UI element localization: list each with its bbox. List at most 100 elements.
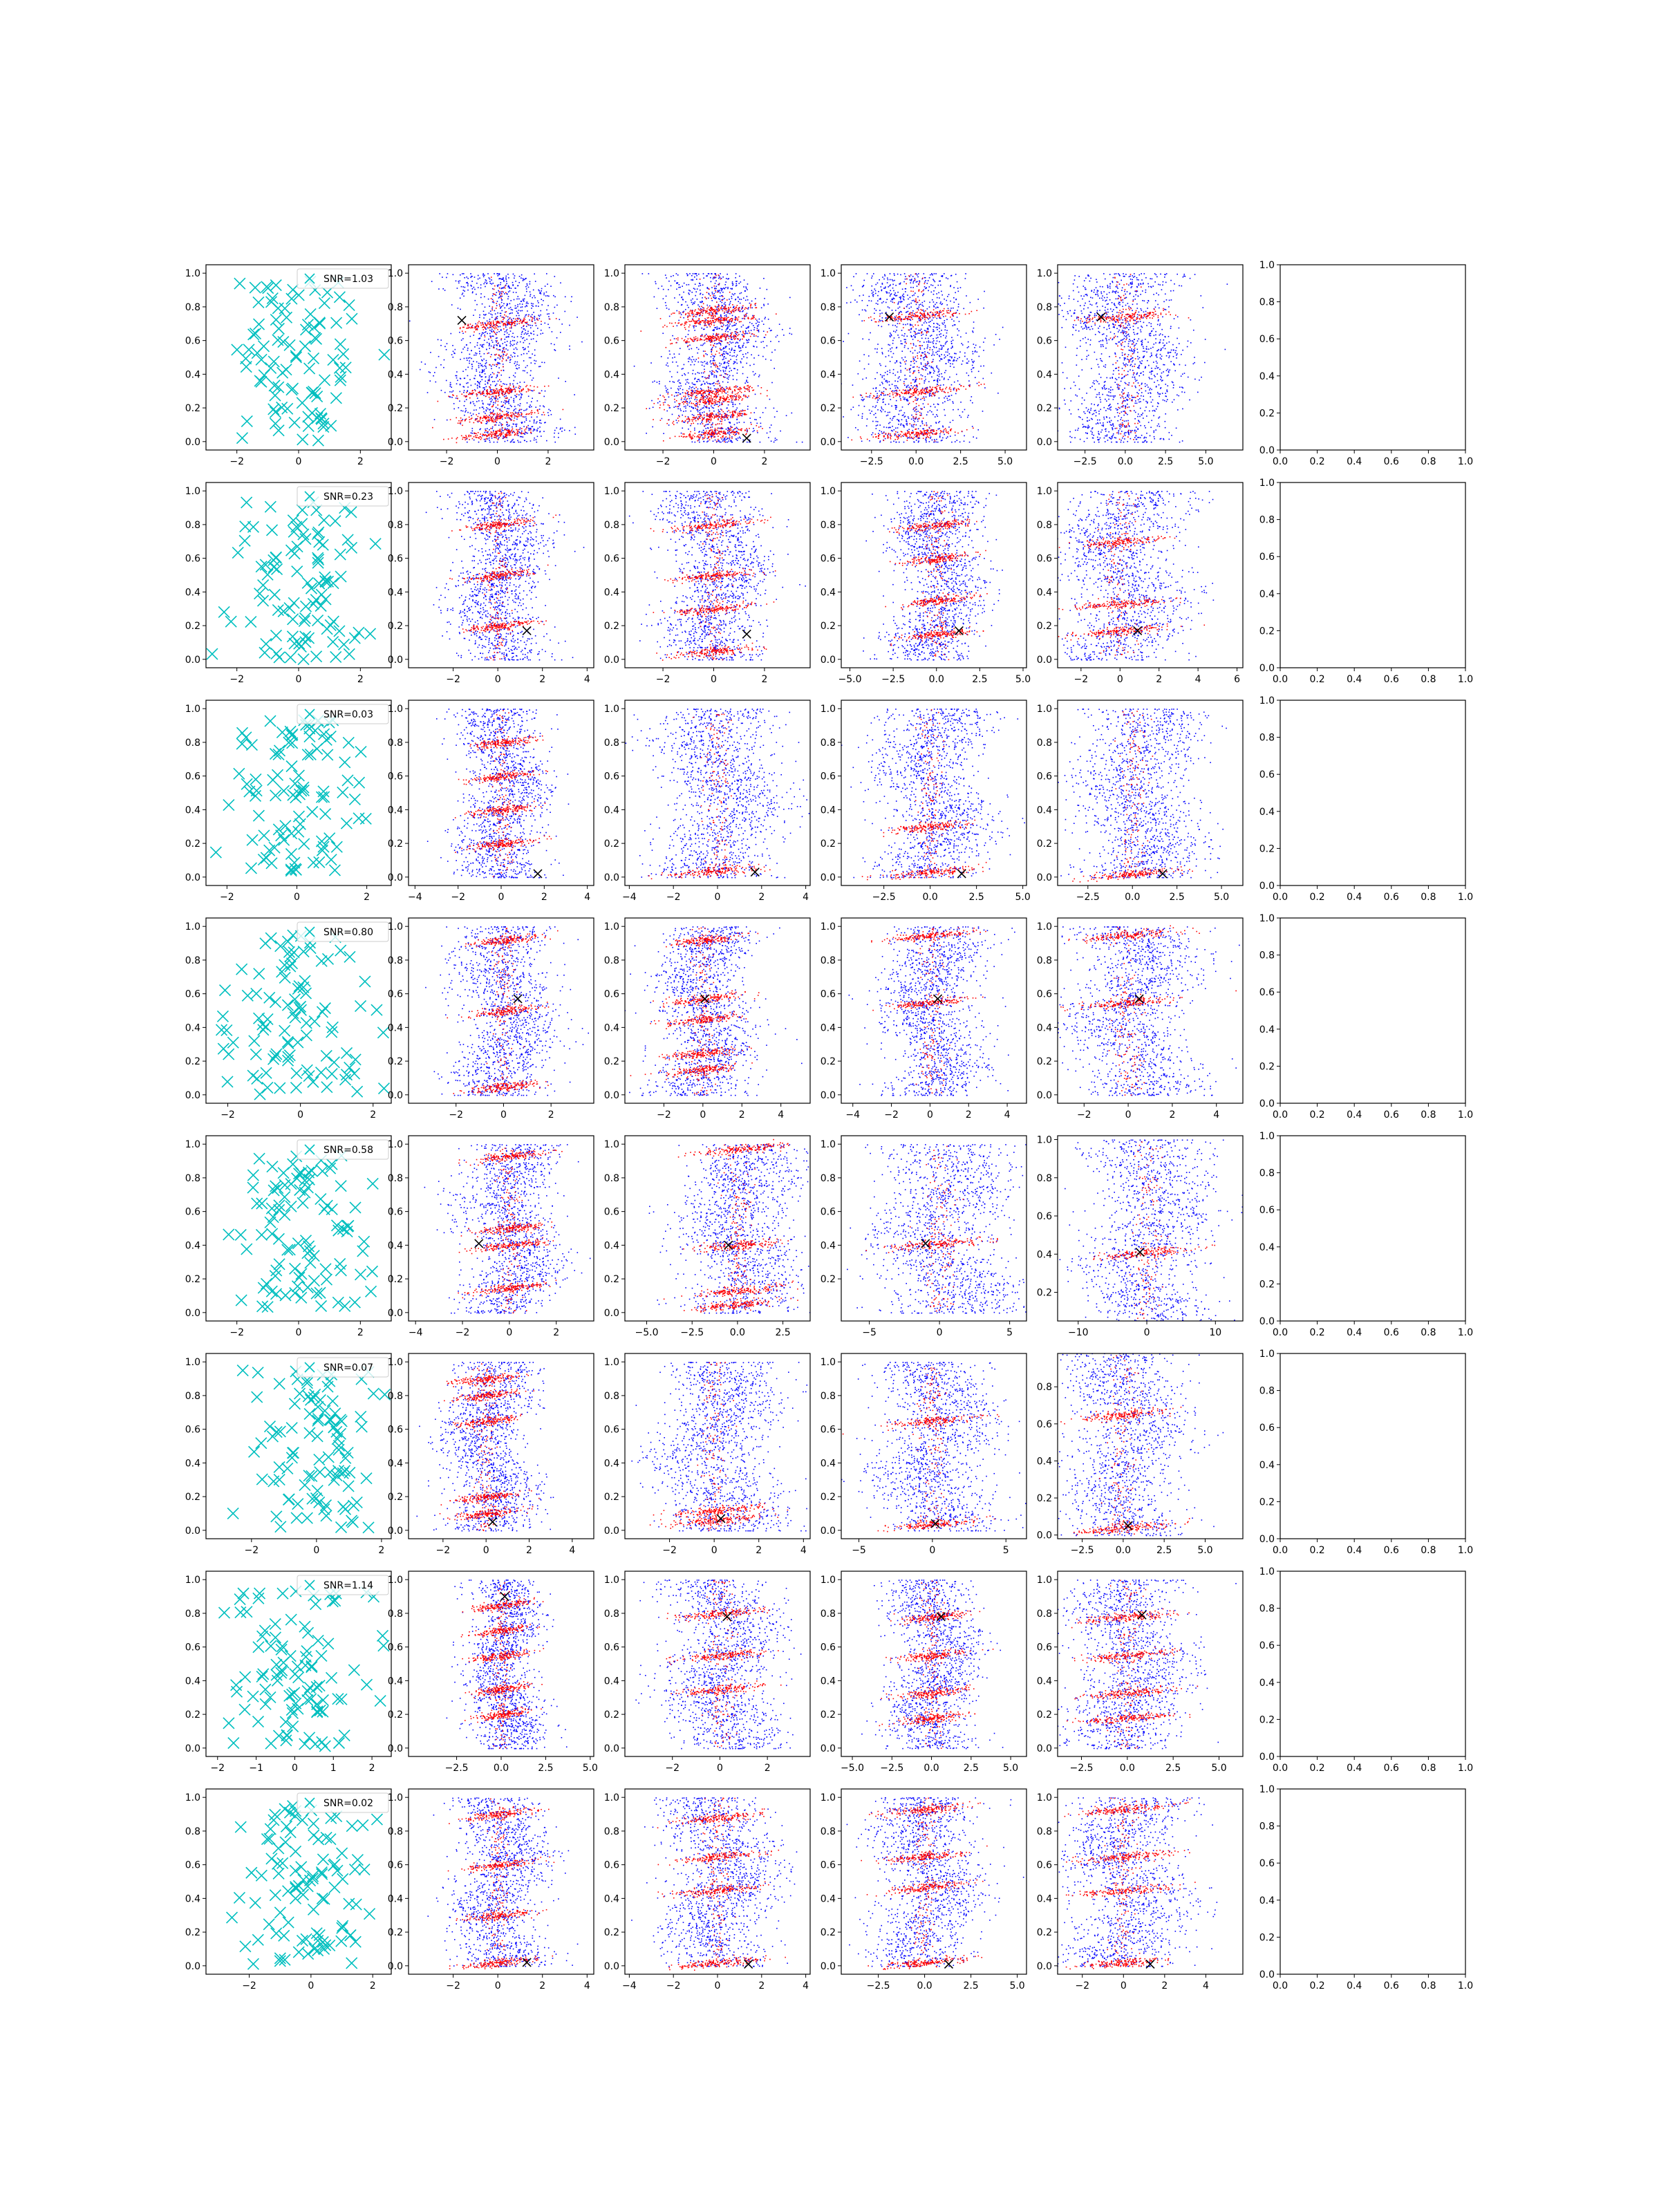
blue-point bbox=[697, 353, 698, 354]
blue-point bbox=[502, 296, 503, 297]
blue-point bbox=[453, 391, 454, 392]
red-point bbox=[478, 392, 479, 393]
blue-point bbox=[517, 362, 518, 363]
blue-point bbox=[515, 325, 516, 326]
blue-point bbox=[692, 299, 693, 300]
blue-point bbox=[706, 362, 708, 364]
blue-point bbox=[430, 372, 431, 373]
blue-point bbox=[498, 284, 500, 285]
blue-point bbox=[493, 430, 494, 431]
blue-point bbox=[713, 360, 714, 362]
red-point bbox=[485, 418, 487, 420]
blue-point bbox=[484, 297, 485, 298]
red-point bbox=[523, 433, 524, 434]
red-point bbox=[496, 321, 497, 323]
red-point bbox=[512, 412, 514, 413]
blue-point bbox=[500, 297, 502, 298]
red-point bbox=[699, 434, 700, 435]
blue-point bbox=[777, 335, 778, 337]
blue-point bbox=[513, 400, 514, 401]
red-point bbox=[494, 373, 495, 375]
red-point bbox=[716, 337, 718, 339]
blue-point bbox=[914, 411, 915, 412]
blue-point bbox=[677, 302, 679, 303]
red-point bbox=[505, 388, 506, 389]
blue-point bbox=[673, 275, 674, 276]
red-point bbox=[706, 390, 708, 391]
blue-point bbox=[703, 373, 704, 374]
blue-point bbox=[732, 315, 733, 317]
blue-point bbox=[949, 377, 950, 378]
blue-point bbox=[440, 364, 442, 366]
blue-point bbox=[727, 432, 729, 433]
blue-point bbox=[518, 412, 520, 413]
red-point bbox=[502, 427, 503, 429]
blue-point bbox=[574, 394, 575, 395]
blue-point bbox=[479, 317, 480, 318]
blue-point bbox=[976, 351, 977, 353]
blue-point bbox=[525, 286, 527, 288]
blue-point bbox=[719, 368, 720, 370]
red-point bbox=[685, 329, 686, 330]
blue-point bbox=[521, 336, 522, 337]
blue-point bbox=[463, 296, 465, 297]
red-point bbox=[688, 315, 690, 316]
red-point bbox=[696, 392, 697, 393]
red-point bbox=[534, 390, 535, 391]
y-tick-label: 0.0 bbox=[604, 437, 619, 448]
blue-point bbox=[697, 288, 698, 290]
red-point bbox=[704, 438, 705, 439]
blue-point bbox=[484, 389, 485, 391]
blue-point bbox=[704, 361, 706, 362]
y-tick-label: 0.8 bbox=[604, 302, 619, 313]
blue-point bbox=[669, 407, 671, 409]
sample-marker bbox=[270, 406, 281, 418]
blue-point bbox=[452, 345, 453, 346]
red-point bbox=[503, 433, 504, 434]
red-point bbox=[711, 420, 712, 422]
y-tick-label: 0.0 bbox=[185, 437, 200, 448]
blue-point bbox=[732, 402, 733, 403]
blue-point bbox=[546, 310, 547, 311]
blue-point bbox=[470, 277, 471, 279]
blue-point bbox=[776, 439, 778, 440]
y-tick-label: 0.2 bbox=[604, 403, 619, 414]
sample-marker bbox=[243, 344, 254, 355]
red-point bbox=[703, 402, 704, 403]
blue-point bbox=[744, 290, 746, 292]
blue-point bbox=[764, 347, 765, 348]
blue-point bbox=[688, 330, 690, 332]
red-point bbox=[718, 305, 720, 306]
red-point bbox=[720, 337, 722, 338]
red-point bbox=[731, 397, 732, 399]
blue-point bbox=[458, 281, 459, 282]
blue-point bbox=[506, 424, 507, 426]
blue-point bbox=[754, 327, 756, 328]
red-point bbox=[711, 419, 712, 420]
blue-point bbox=[479, 351, 480, 353]
blue-point bbox=[496, 384, 498, 385]
red-point bbox=[730, 389, 731, 391]
red-point bbox=[518, 323, 520, 324]
blue-point bbox=[700, 380, 701, 382]
red-point bbox=[711, 397, 713, 398]
blue-point bbox=[676, 289, 677, 290]
red-point bbox=[534, 322, 536, 324]
red-point bbox=[487, 323, 489, 324]
red-point bbox=[485, 430, 487, 431]
red-point bbox=[506, 434, 507, 435]
red-point bbox=[509, 357, 511, 359]
blue-point bbox=[495, 424, 496, 426]
blue-point bbox=[724, 373, 726, 375]
blue-point bbox=[523, 280, 524, 281]
blue-point bbox=[526, 315, 527, 316]
red-point bbox=[505, 435, 506, 437]
red-point bbox=[709, 414, 710, 415]
blue-point bbox=[501, 402, 503, 403]
red-point bbox=[563, 409, 564, 411]
red-point bbox=[697, 414, 699, 415]
blue-point bbox=[749, 322, 751, 324]
red-point bbox=[654, 403, 655, 404]
red-point bbox=[728, 415, 729, 417]
blue-point bbox=[465, 411, 466, 413]
